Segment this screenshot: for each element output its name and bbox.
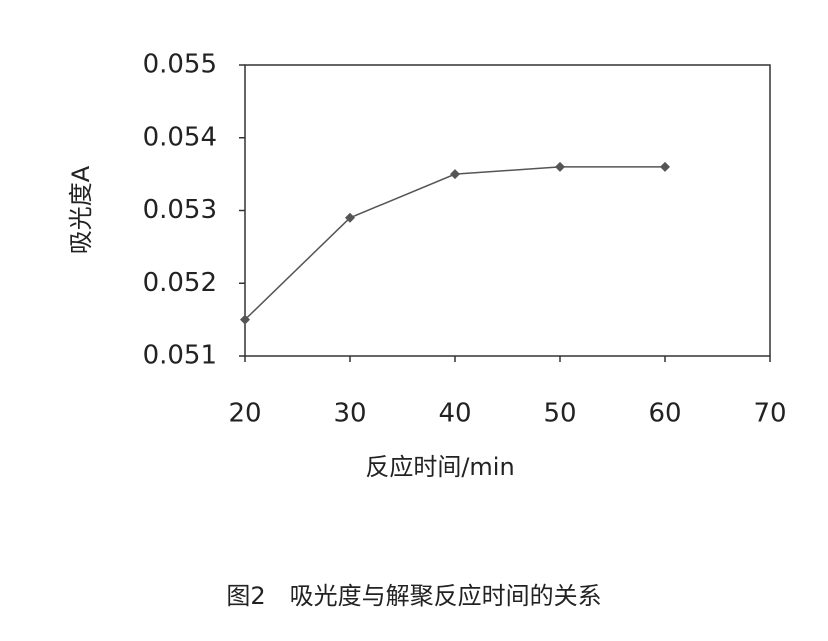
data-point	[345, 212, 355, 223]
y-tick-label: 0.053	[143, 195, 217, 225]
x-axis-title: 反应时间/min	[365, 453, 514, 481]
data-point	[450, 169, 460, 180]
plot-frame	[244, 64, 771, 357]
x-tick-label: 20	[228, 399, 261, 429]
data-line	[244, 166, 665, 321]
y-tick-label: 0.055	[143, 50, 217, 80]
y-tick-label: 0.054	[143, 122, 217, 152]
x-tick-label: 70	[753, 399, 786, 429]
data-point	[660, 161, 670, 172]
x-tick-label: 50	[543, 399, 576, 429]
x-tick-label: 30	[333, 399, 366, 429]
x-tick-label: 60	[648, 399, 681, 429]
y-tick-label: 0.051	[143, 341, 217, 371]
y-tick-label: 0.052	[143, 268, 217, 298]
x-tick-label: 40	[438, 399, 471, 429]
y-axis-title: 吸光度A	[67, 165, 95, 254]
data-point	[555, 161, 565, 172]
data-point	[240, 314, 250, 325]
figure-caption: 图2 吸光度与解聚反应时间的关系	[226, 582, 601, 610]
